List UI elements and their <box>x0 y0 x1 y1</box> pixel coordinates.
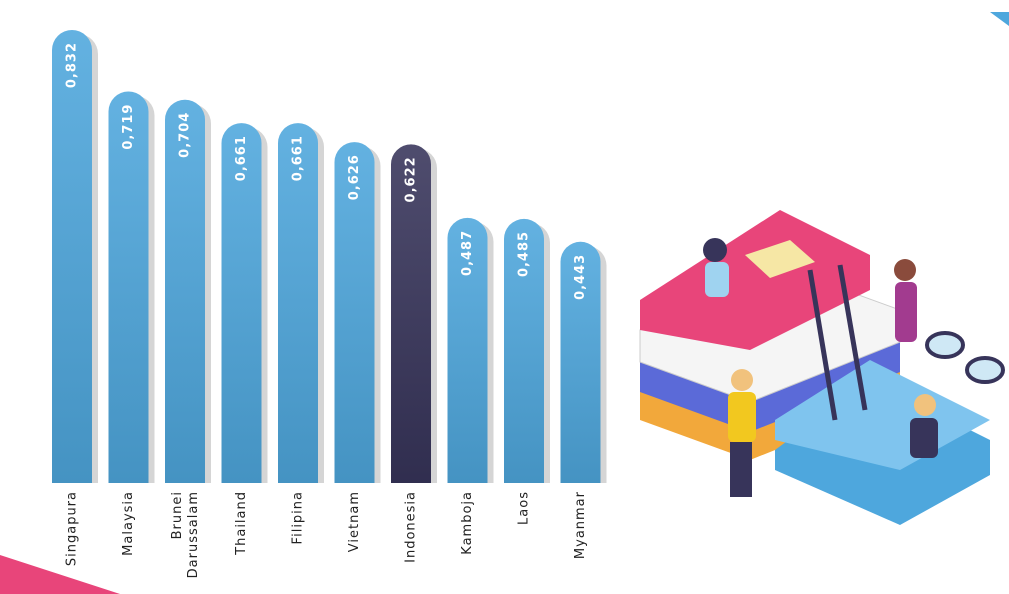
value-label: 0,661 <box>291 135 306 181</box>
bar-shade <box>447 217 488 484</box>
bar-shade <box>165 99 205 483</box>
bar-shade <box>52 30 92 483</box>
value-label: 0,622 <box>404 156 419 202</box>
category-label: Kamboja <box>460 491 475 555</box>
value-label: 0,704 <box>178 112 193 158</box>
bar-shade <box>560 241 601 483</box>
bar-shade <box>108 91 149 483</box>
value-label: 0,661 <box>234 135 249 181</box>
corner-decoration <box>0 555 120 594</box>
value-label: 0,487 <box>460 230 475 276</box>
illustration <box>639 210 1005 525</box>
value-label: 0,626 <box>347 154 362 200</box>
bar-shade <box>278 123 318 484</box>
category-label: Myanmar <box>573 491 588 559</box>
bar-shade <box>334 142 375 483</box>
corner-decoration <box>990 12 1009 26</box>
category-label: Laos <box>517 491 532 525</box>
category-label: BruneiDarussalam <box>170 491 201 578</box>
bar-shade <box>504 218 544 483</box>
category-label: Thailand <box>234 491 249 556</box>
category-label: Singapura <box>65 491 80 566</box>
category-label: Indonesia <box>404 491 419 563</box>
bar-shade <box>391 144 431 483</box>
value-label: 0,443 <box>573 254 588 300</box>
value-label: 0,832 <box>65 42 80 88</box>
category-label: Vietnam <box>347 491 362 552</box>
category-label: Filipina <box>291 491 306 544</box>
bars: 0,832 Singapura 0,719 Malaysia 0,704 BruneiDa… <box>52 30 607 578</box>
value-label: 0,719 <box>121 104 136 150</box>
value-label: 0,485 <box>517 231 532 277</box>
category-label: Malaysia <box>121 491 136 556</box>
bar-shade <box>221 123 262 484</box>
